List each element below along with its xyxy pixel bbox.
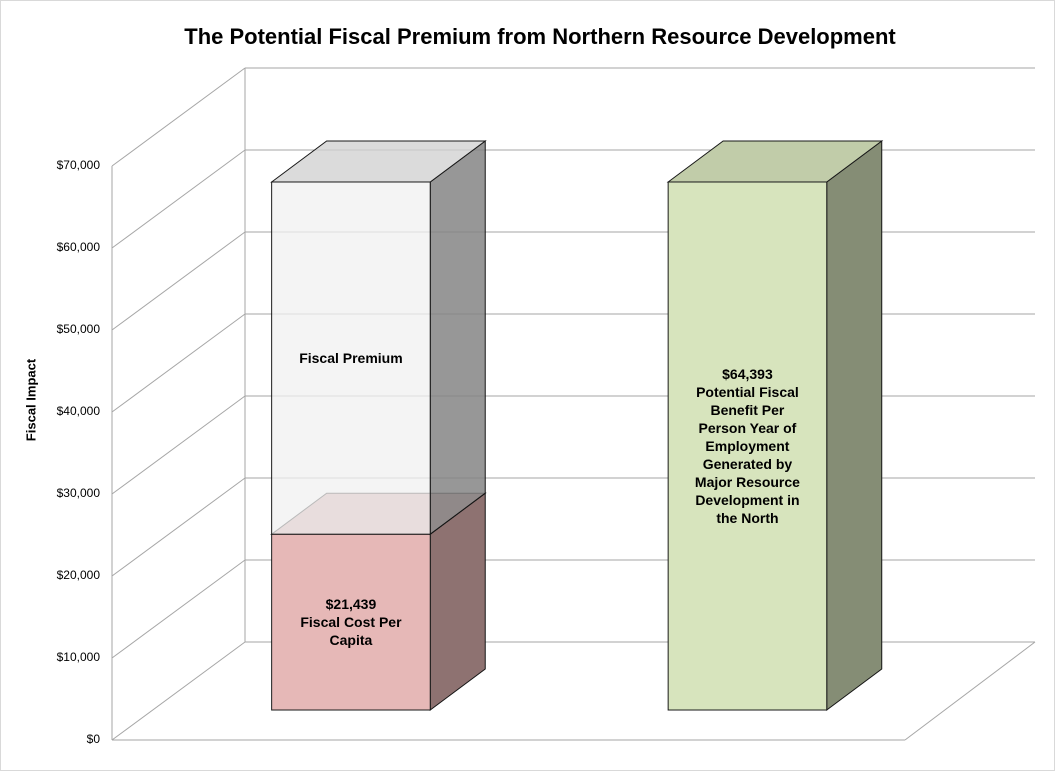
grid-line [111, 149, 246, 249]
chart-title: The Potential Fiscal Premium from Northe… [184, 24, 896, 49]
y-tick-label: $0 [87, 732, 101, 746]
grid-line [111, 231, 246, 331]
y-tick-label: $50,000 [57, 322, 101, 336]
y-tick-label: $20,000 [57, 568, 101, 582]
bar-side-shade [430, 140, 486, 535]
bar-front [271, 181, 431, 535]
grid-line [111, 395, 246, 495]
bar-label: Fiscal Premium [272, 182, 431, 534]
y-tick-label: $40,000 [57, 404, 101, 418]
bar-side-shade [826, 140, 882, 711]
bar-side-shade [430, 493, 486, 711]
grid-line [111, 313, 246, 413]
value-label: $21,439 [325, 596, 377, 613]
series-label: Potential Fiscal Benefit Per Person Year… [694, 383, 800, 526]
y-tick-label: $60,000 [57, 240, 101, 254]
bar-front [271, 533, 431, 711]
bar-top-shade [271, 140, 486, 182]
grid-line [111, 559, 246, 659]
y-axis-label: Fiscal Impact [23, 358, 38, 441]
grid-line [111, 641, 246, 741]
series-label: Fiscal Premium [299, 350, 403, 367]
y-tick-label: $70,000 [57, 158, 101, 172]
series-label: Fiscal Cost Per Capita [300, 614, 402, 649]
bar [666, 139, 884, 712]
bar-front [667, 181, 828, 711]
bar [270, 139, 487, 536]
floor-right-edge [904, 641, 1036, 741]
grid-line [111, 67, 246, 167]
bar-label: $64,393 Potential Fiscal Benefit Per Pers… [668, 182, 827, 710]
grid-line [111, 477, 246, 577]
y-tick-label: $30,000 [57, 486, 101, 500]
bar-label: $21,439 Fiscal Cost Per Capita [272, 534, 431, 710]
value-label: $64,393 [722, 365, 773, 382]
bar-top-shade [668, 140, 882, 182]
y-tick-label: $10,000 [57, 650, 101, 664]
